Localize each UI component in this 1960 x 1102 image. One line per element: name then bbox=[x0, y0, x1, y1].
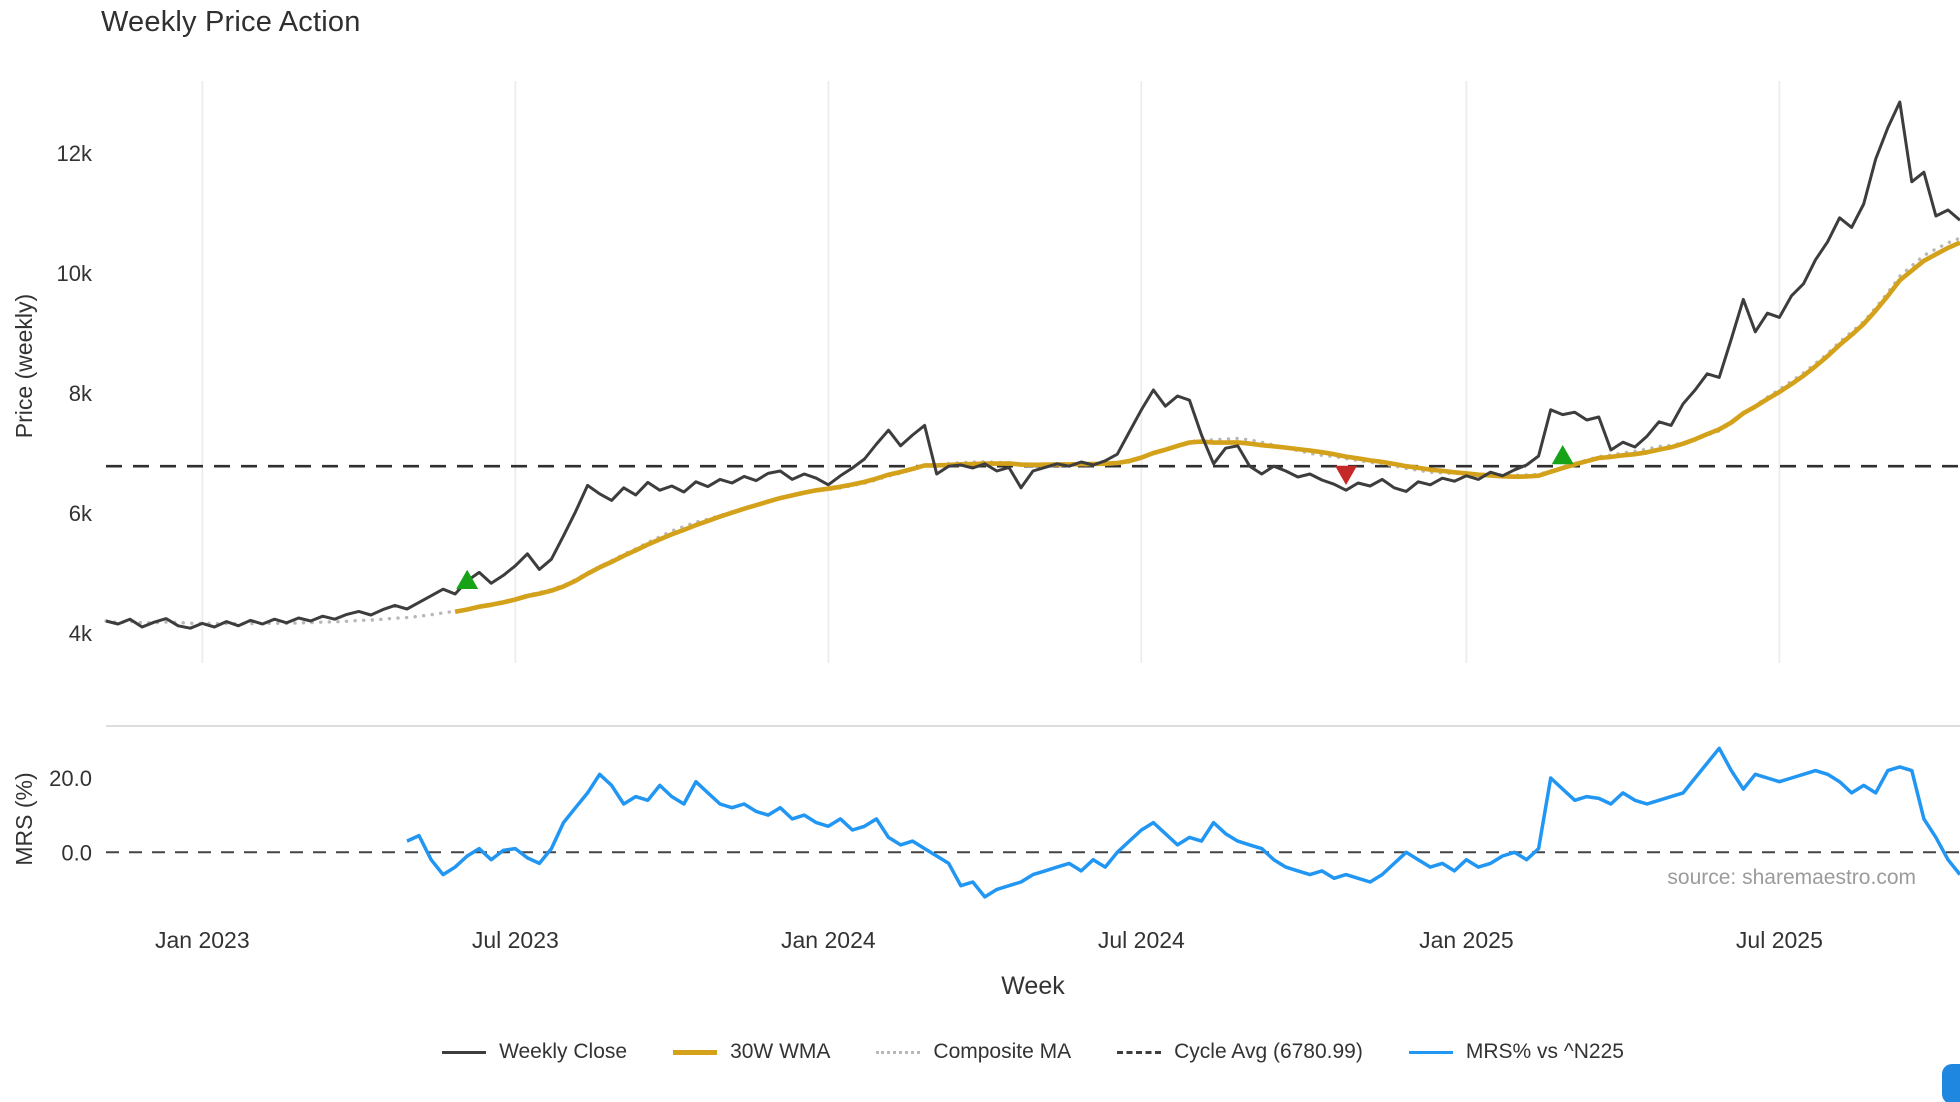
mrs-line bbox=[406, 746, 1960, 899]
legend-item-cycle-avg[interactable]: Cycle Avg (6780.99) bbox=[1117, 1040, 1363, 1064]
price-tick-label: 8k bbox=[69, 381, 93, 406]
price-axis-title: Price (weekly) bbox=[11, 293, 37, 439]
legend: Weekly Close 30W WMA Composite MA Cycle … bbox=[106, 1040, 1960, 1064]
weekly-close-line bbox=[105, 100, 1960, 630]
buy-signal-marker bbox=[456, 569, 479, 590]
chart-title: Weekly Price Action bbox=[101, 6, 361, 38]
mrs-swatch bbox=[1408, 1050, 1453, 1054]
mrs-tick-label: 20.0 bbox=[49, 766, 92, 791]
buy-signal-marker bbox=[1551, 445, 1574, 465]
legend-label: 30W WMA bbox=[730, 1040, 831, 1063]
legend-label: MRS% vs ^N225 bbox=[1465, 1040, 1624, 1063]
price-tick-label: 6k bbox=[69, 501, 93, 526]
sell-signal-marker bbox=[1335, 465, 1358, 485]
weekly-close-swatch bbox=[442, 1050, 487, 1054]
legend-item-weekly-close[interactable]: Weekly Close bbox=[442, 1040, 627, 1064]
x-tick-label: Jul 2024 bbox=[1098, 927, 1185, 953]
mrs-axis-title: MRS (%) bbox=[11, 772, 37, 866]
x-tick-label: Jan 2025 bbox=[1419, 927, 1514, 953]
composite-ma-swatch bbox=[876, 1050, 921, 1054]
x-axis-title: Week bbox=[1001, 972, 1065, 1000]
legend-item-30w-wma[interactable]: 30W WMA bbox=[673, 1040, 830, 1064]
legend-item-composite-ma[interactable]: Composite MA bbox=[876, 1040, 1071, 1064]
corner-widget[interactable] bbox=[1942, 1064, 1960, 1102]
legend-label: Cycle Avg (6780.99) bbox=[1174, 1040, 1363, 1063]
x-tick-label: Jan 2023 bbox=[155, 927, 250, 953]
price-tick-label: 4k bbox=[69, 621, 93, 646]
source-caption: source: sharemaestro.com bbox=[1667, 866, 1916, 889]
x-tick-label: Jul 2023 bbox=[472, 927, 559, 953]
wma-line bbox=[454, 240, 1960, 615]
mrs-tick-label: 0.0 bbox=[61, 840, 92, 865]
x-tick-label: Jan 2024 bbox=[781, 927, 876, 953]
legend-label: Weekly Close bbox=[499, 1040, 628, 1063]
x-tick-label: Jul 2025 bbox=[1736, 927, 1823, 953]
cycle-avg-swatch bbox=[1117, 1050, 1162, 1054]
legend-label: Composite MA bbox=[933, 1040, 1072, 1063]
price-tick-label: 10k bbox=[57, 261, 93, 286]
price-tick-label: 12k bbox=[57, 141, 93, 166]
composite-ma-line bbox=[104, 236, 1960, 626]
wma-swatch bbox=[673, 1049, 718, 1055]
legend-item-mrs[interactable]: MRS% vs ^N225 bbox=[1408, 1040, 1624, 1064]
